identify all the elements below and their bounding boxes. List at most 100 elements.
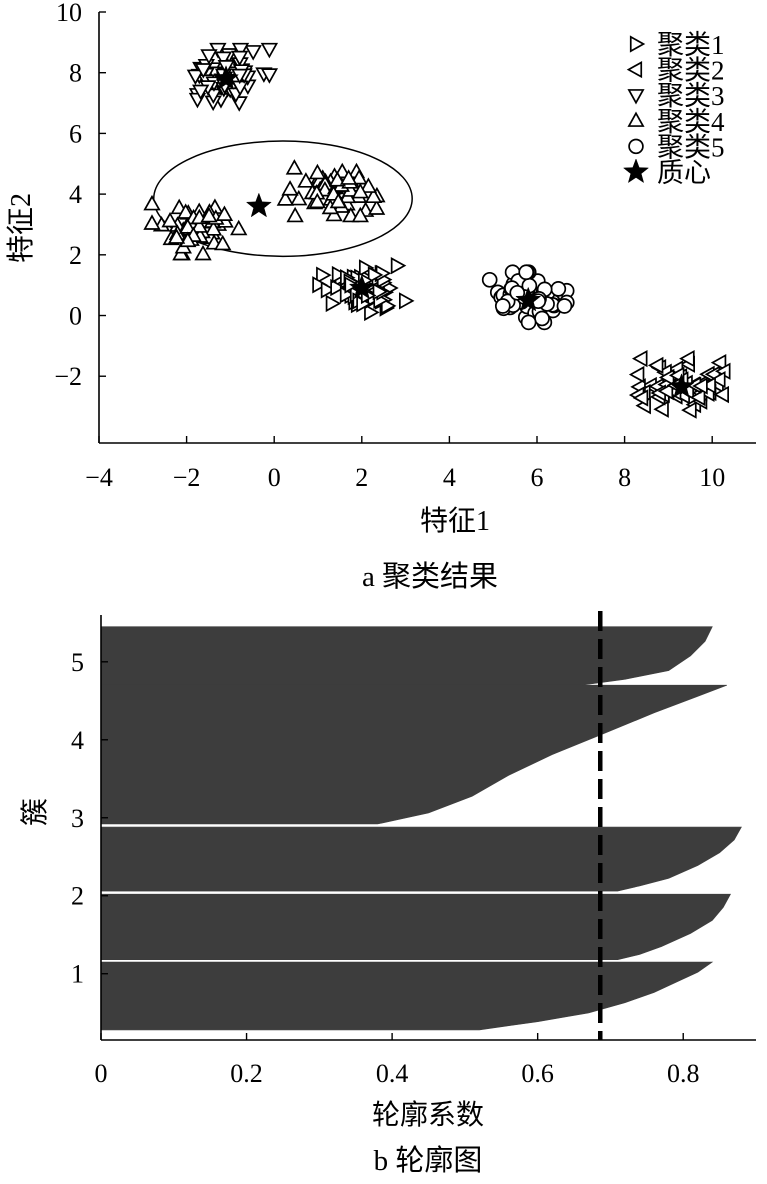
data-point [631, 349, 648, 368]
legend-label: 聚类4 [657, 107, 725, 137]
data-point [204, 220, 223, 236]
data-point [316, 266, 332, 284]
data-point [143, 214, 161, 230]
x-tick-label: 0.6 [521, 1059, 554, 1088]
legend-label: 聚类3 [657, 81, 725, 111]
data-point [215, 205, 234, 221]
data-point [244, 45, 262, 61]
data-point [328, 171, 347, 187]
legend-marker [627, 89, 645, 105]
x-tick-label: 6 [531, 463, 544, 492]
x-tick-label: −2 [173, 463, 201, 492]
data-point [143, 194, 161, 211]
legend-marker [622, 158, 650, 184]
silhouette-bar-cluster-4 [100, 684, 728, 825]
centroid-marker [515, 286, 542, 312]
data-point [320, 281, 337, 299]
x-tick-label: 2 [355, 463, 368, 492]
data-point [214, 51, 233, 68]
data-point [398, 292, 415, 310]
silhouette-bar-cluster-5 [100, 626, 713, 686]
data-point [534, 310, 550, 327]
data-point [312, 276, 328, 294]
data-point [308, 192, 326, 209]
legend-marker [628, 138, 644, 155]
y-tick-label: 0 [69, 302, 82, 331]
centroid-marker [212, 65, 240, 90]
legend-label: 质心 [657, 158, 711, 188]
y-tick-label: 2 [69, 241, 82, 270]
data-point [657, 382, 674, 400]
data-point [351, 182, 370, 199]
data-point [364, 303, 380, 322]
y-tick-label: 6 [69, 119, 82, 148]
data-point [679, 349, 695, 368]
data-point [339, 169, 358, 185]
x-axis-title: 轮廓系数 [372, 1099, 484, 1131]
y-tick-label: 3 [71, 804, 84, 833]
chart-b-caption: b 轮廓图 [374, 1144, 483, 1177]
y-axis-title: 特征2 [5, 193, 37, 263]
data-point [481, 271, 498, 288]
centroid-marker [245, 192, 272, 218]
data-point [632, 389, 649, 407]
data-point [518, 264, 535, 281]
data-point [276, 190, 295, 206]
data-point [286, 206, 304, 223]
data-point [330, 278, 346, 297]
silhouette-chart: 0 0.2 0.4 0.6 0.8 1 2 3 4 5 轮廓系数 簇 b 轮廓图 [19, 611, 756, 1177]
x-tick-label: −4 [85, 463, 113, 492]
data-point [358, 259, 375, 277]
silhouette-bar-cluster-3 [100, 826, 742, 892]
data-point [550, 281, 567, 297]
data-point [285, 159, 304, 175]
data-point [192, 84, 210, 101]
data-point [700, 376, 716, 395]
data-point [364, 187, 383, 204]
y-axis-title: 簇 [19, 798, 51, 826]
y-tick-label: 4 [69, 180, 82, 209]
data-point [161, 211, 179, 228]
x-tick-label: 0.4 [376, 1059, 409, 1088]
centroid-marker [348, 274, 375, 300]
x-tick-label: 0 [95, 1059, 108, 1088]
x-tick-label: 0.8 [667, 1059, 700, 1088]
data-point [308, 163, 327, 180]
data-point [297, 172, 315, 188]
data-point [231, 42, 250, 59]
data-point [494, 298, 511, 314]
x-tick-label: 0.2 [230, 1059, 263, 1088]
x-tick-label: 4 [443, 463, 456, 492]
silhouette-bar-cluster-1 [100, 961, 714, 1031]
data-point [390, 257, 407, 275]
data-point [367, 199, 386, 215]
data-point [692, 377, 708, 395]
data-point [647, 356, 664, 375]
data-point [556, 298, 573, 314]
data-point [351, 206, 369, 223]
data-point [350, 168, 368, 185]
data-point [628, 365, 645, 384]
centroid-marker [668, 373, 695, 398]
data-point [186, 69, 205, 86]
data-point [290, 189, 308, 206]
data-point [260, 68, 279, 84]
scatter-points [143, 42, 731, 419]
chart-a-caption: a 聚类结果 [362, 560, 498, 593]
legend-label: 聚类1 [657, 30, 725, 60]
legend-marker [629, 35, 646, 53]
data-point [200, 206, 218, 223]
data-point [167, 228, 186, 244]
silhouette-bars [100, 626, 742, 1031]
y-tick-label: 8 [69, 59, 82, 88]
data-point [281, 180, 299, 196]
data-point [194, 63, 212, 79]
y-tick-label: 4 [71, 726, 84, 755]
y-tick-label: 5 [71, 648, 84, 677]
legend-label: 聚类2 [657, 56, 725, 86]
data-point [230, 219, 248, 236]
data-point [194, 244, 212, 261]
